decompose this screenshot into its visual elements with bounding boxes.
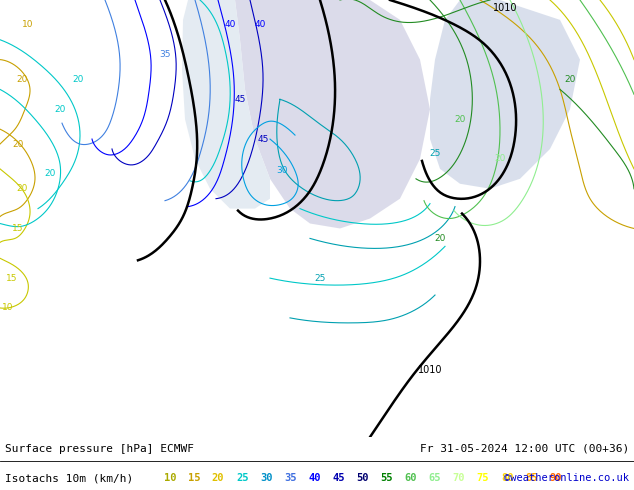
Text: 40: 40 [308, 473, 321, 483]
Text: 70: 70 [453, 473, 465, 483]
Text: Isotachs 10m (km/h): Isotachs 10m (km/h) [5, 473, 133, 483]
Text: 55: 55 [380, 473, 393, 483]
Text: 20: 20 [72, 75, 84, 84]
Text: 20: 20 [55, 105, 66, 114]
Text: Fr 31-05-2024 12:00 UTC (00+36): Fr 31-05-2024 12:00 UTC (00+36) [420, 444, 629, 454]
Text: 85: 85 [525, 473, 538, 483]
Text: 45: 45 [257, 135, 269, 144]
Text: ©weatheronline.co.uk: ©weatheronline.co.uk [504, 473, 629, 483]
Text: 20: 20 [495, 154, 506, 164]
Text: 20: 20 [564, 75, 576, 84]
Text: Surface pressure [hPa] ECMWF: Surface pressure [hPa] ECMWF [5, 444, 194, 454]
Polygon shape [400, 0, 580, 189]
Text: 10: 10 [22, 20, 34, 29]
Text: 1010: 1010 [418, 365, 443, 374]
Text: 90: 90 [549, 473, 562, 483]
Text: 20: 20 [434, 234, 446, 243]
Text: 1010: 1010 [493, 3, 517, 13]
Text: 10: 10 [164, 473, 176, 483]
Text: 20: 20 [16, 75, 28, 84]
Polygon shape [190, 0, 430, 228]
Polygon shape [182, 0, 270, 209]
Text: 15: 15 [12, 224, 23, 233]
Text: 45: 45 [332, 473, 345, 483]
Text: 20: 20 [212, 473, 224, 483]
Text: 35: 35 [159, 50, 171, 59]
Text: 20: 20 [44, 170, 56, 178]
Text: 20: 20 [455, 115, 466, 123]
Text: 15: 15 [6, 273, 18, 283]
Text: 80: 80 [501, 473, 514, 483]
Text: 35: 35 [284, 473, 297, 483]
Text: 60: 60 [404, 473, 417, 483]
Text: 50: 50 [356, 473, 369, 483]
Text: 40: 40 [254, 20, 266, 29]
Text: 25: 25 [429, 149, 441, 158]
Text: 45: 45 [235, 95, 246, 104]
Text: 40: 40 [224, 20, 236, 29]
Text: 30: 30 [276, 167, 288, 175]
Text: 30: 30 [260, 473, 273, 483]
Text: 20: 20 [16, 184, 28, 193]
Text: 15: 15 [188, 473, 200, 483]
Text: 20: 20 [12, 140, 23, 148]
Text: 65: 65 [429, 473, 441, 483]
Text: 75: 75 [477, 473, 489, 483]
Text: 10: 10 [3, 303, 14, 313]
Text: 25: 25 [236, 473, 249, 483]
Text: 25: 25 [314, 273, 326, 283]
